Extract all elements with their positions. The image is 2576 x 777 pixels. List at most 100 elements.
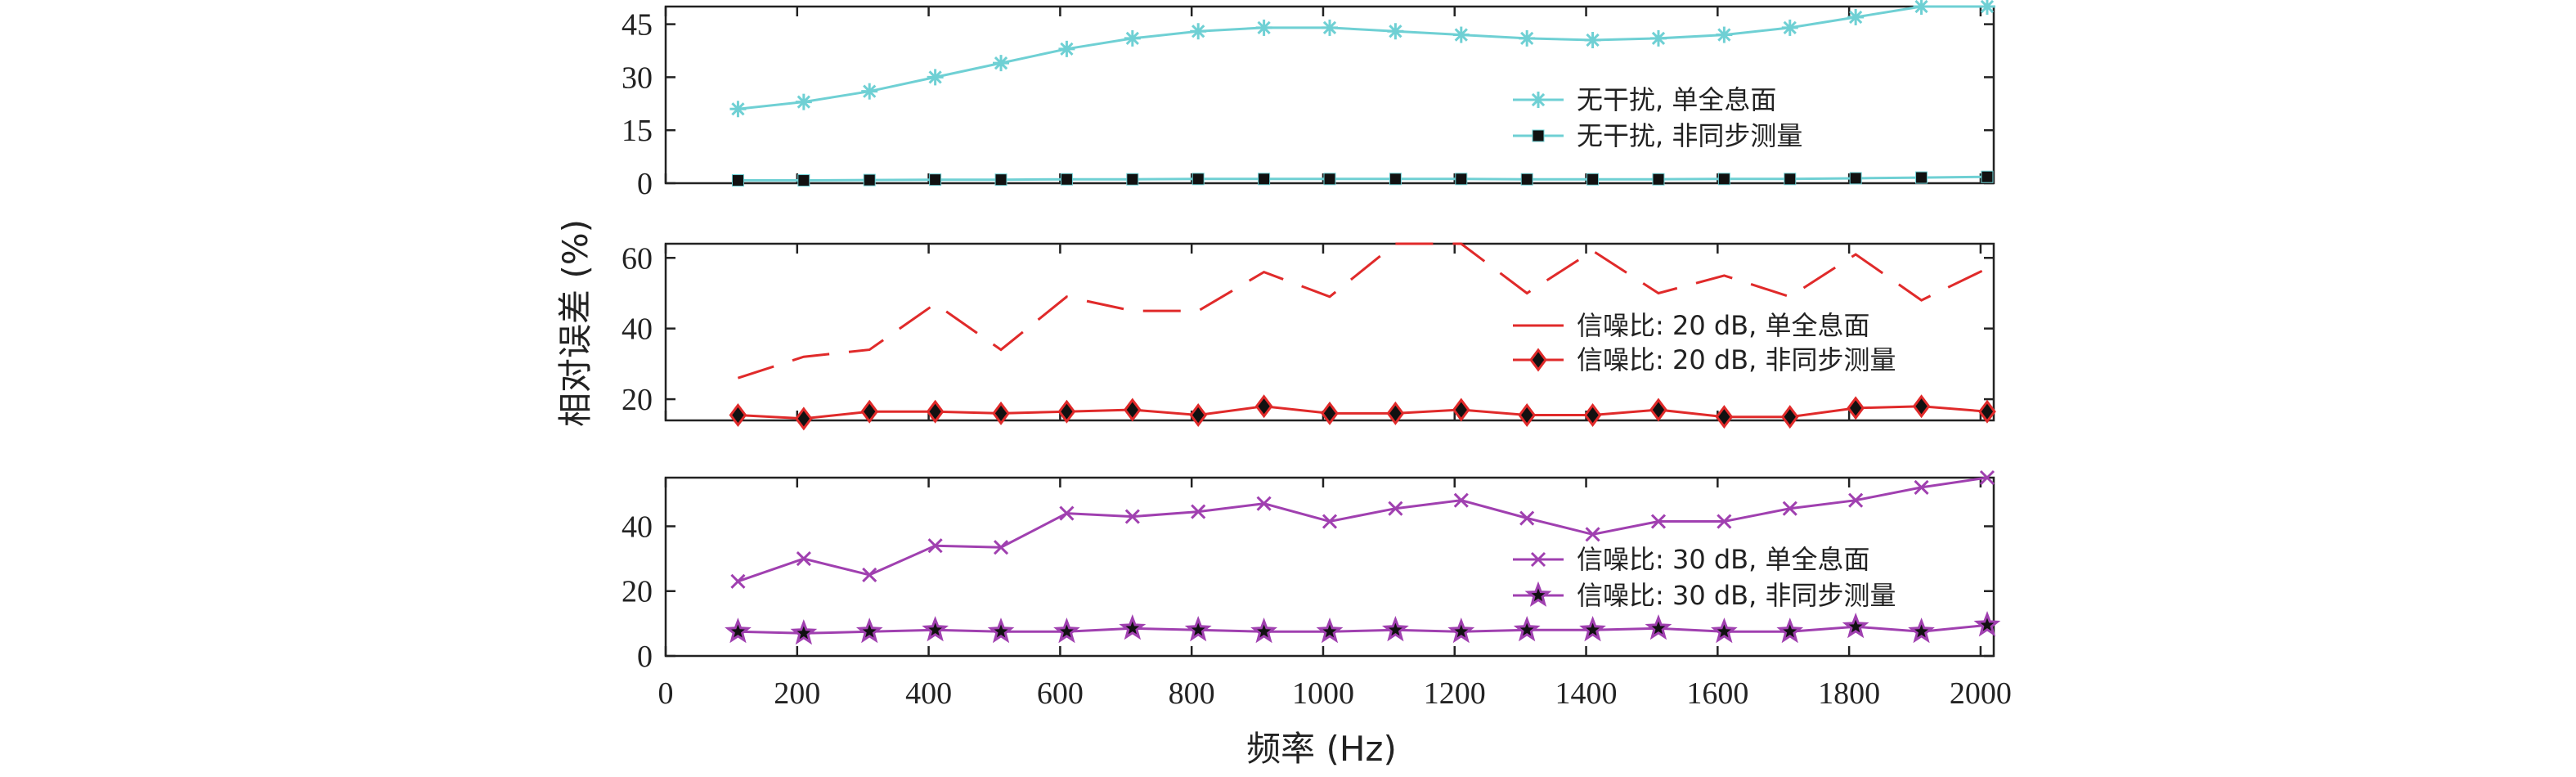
data-point xyxy=(1447,618,1475,644)
data-point xyxy=(855,618,883,644)
data-point xyxy=(862,567,877,582)
data-point xyxy=(1915,171,1928,184)
data-point xyxy=(993,55,1010,72)
legend-entry: 信噪比: 30 dB, 单全息面 xyxy=(1577,544,1869,575)
data-point xyxy=(731,174,744,187)
data-point xyxy=(1908,618,1935,644)
data-point xyxy=(1513,616,1541,642)
data-point xyxy=(1119,613,1147,640)
data-point xyxy=(1255,19,1272,36)
data-point xyxy=(1322,19,1338,36)
data-point xyxy=(860,399,879,424)
x-tick-label: 0 xyxy=(658,676,674,711)
data-point xyxy=(725,618,752,644)
data-point xyxy=(1519,29,1536,47)
y-tick-label: 40 xyxy=(622,510,653,544)
x-tick-label: 1800 xyxy=(1818,676,1880,711)
data-point xyxy=(1913,0,1930,15)
series-line-3-1 xyxy=(737,476,1988,583)
data-point xyxy=(863,173,876,186)
data-point xyxy=(729,403,747,428)
data-point xyxy=(1784,173,1797,186)
data-point xyxy=(1912,394,1931,419)
data-point xyxy=(1978,399,1996,424)
data-point xyxy=(1254,394,1273,419)
data-point xyxy=(1123,397,1142,422)
data-point xyxy=(1321,401,1339,425)
data-point xyxy=(1124,509,1140,524)
data-point xyxy=(929,173,942,186)
data-point xyxy=(1518,403,1537,428)
data-point xyxy=(1256,496,1272,511)
x-tick-label: 800 xyxy=(1169,676,1215,711)
data-point xyxy=(1322,514,1338,529)
data-point xyxy=(1058,40,1075,57)
data-point xyxy=(1520,173,1533,186)
data-point xyxy=(994,173,1008,186)
data-point xyxy=(1452,26,1470,43)
data-point xyxy=(1389,173,1402,186)
legend-marker xyxy=(1530,551,1546,568)
legend-entry: 信噪比: 20 dB, 单全息面 xyxy=(1577,310,1869,341)
data-point xyxy=(1849,172,1862,185)
data-point xyxy=(1053,618,1080,644)
data-point xyxy=(1649,29,1667,47)
data-point xyxy=(922,616,949,642)
data-point xyxy=(926,399,945,424)
y-tick-label: 0 xyxy=(637,167,653,201)
data-point xyxy=(1126,173,1139,186)
legend-marker xyxy=(1530,92,1546,108)
legend-marker xyxy=(1532,129,1545,142)
legend-entry: 无干扰, 非同步测量 xyxy=(1577,120,1802,151)
x-axis-label: 频率 (Hz) xyxy=(1246,729,1397,769)
data-point xyxy=(1189,403,1208,428)
data-point xyxy=(729,101,747,118)
data-point xyxy=(1579,616,1606,642)
series-line-1-1 xyxy=(738,5,1987,110)
data-point xyxy=(1192,173,1205,186)
data-point xyxy=(1584,32,1601,49)
data-point xyxy=(1978,0,1995,15)
y-tick-label: 15 xyxy=(622,114,653,148)
data-point xyxy=(1717,173,1730,186)
y-tick-label: 0 xyxy=(637,640,653,674)
data-point xyxy=(795,93,812,110)
data-point xyxy=(1184,616,1212,642)
data-point xyxy=(1780,405,1799,429)
data-point xyxy=(1250,618,1278,644)
data-point xyxy=(1191,504,1206,519)
data-point xyxy=(1847,396,1865,420)
x-tick-label: 1600 xyxy=(1686,676,1748,711)
x-tick-label: 1400 xyxy=(1555,676,1618,711)
data-point xyxy=(927,538,943,554)
data-point xyxy=(794,406,813,431)
data-point xyxy=(1979,469,1995,486)
data-point xyxy=(1583,403,1602,428)
data-point xyxy=(1981,170,1994,183)
series-line-1-2 xyxy=(738,175,1988,182)
data-point xyxy=(1323,173,1336,186)
data-point xyxy=(1848,492,1864,508)
legend-entry: 无干扰, 单全息面 xyxy=(1577,84,1776,115)
data-point xyxy=(1124,29,1141,47)
data-point xyxy=(1711,618,1738,644)
legend-marker xyxy=(1524,581,1552,607)
y-tick-label: 40 xyxy=(622,312,653,347)
y-tick-label: 60 xyxy=(622,241,653,276)
x-tick-label: 1000 xyxy=(1292,676,1354,711)
data-point xyxy=(1717,514,1732,529)
data-point xyxy=(1716,26,1733,43)
data-point xyxy=(993,540,1009,555)
x-tick-label: 400 xyxy=(905,676,952,711)
data-point xyxy=(1388,501,1403,516)
data-point xyxy=(1652,173,1665,186)
data-point xyxy=(1381,616,1409,642)
data-point xyxy=(1782,501,1797,516)
data-point xyxy=(1645,614,1672,640)
y-axis-label: 相对误差 (%) xyxy=(555,219,595,427)
data-point xyxy=(1973,611,2001,637)
legend-entry: 信噪比: 30 dB, 非同步测量 xyxy=(1577,580,1896,611)
data-point xyxy=(1776,618,1804,644)
data-point xyxy=(1586,173,1600,186)
y-tick-label: 45 xyxy=(622,8,653,43)
